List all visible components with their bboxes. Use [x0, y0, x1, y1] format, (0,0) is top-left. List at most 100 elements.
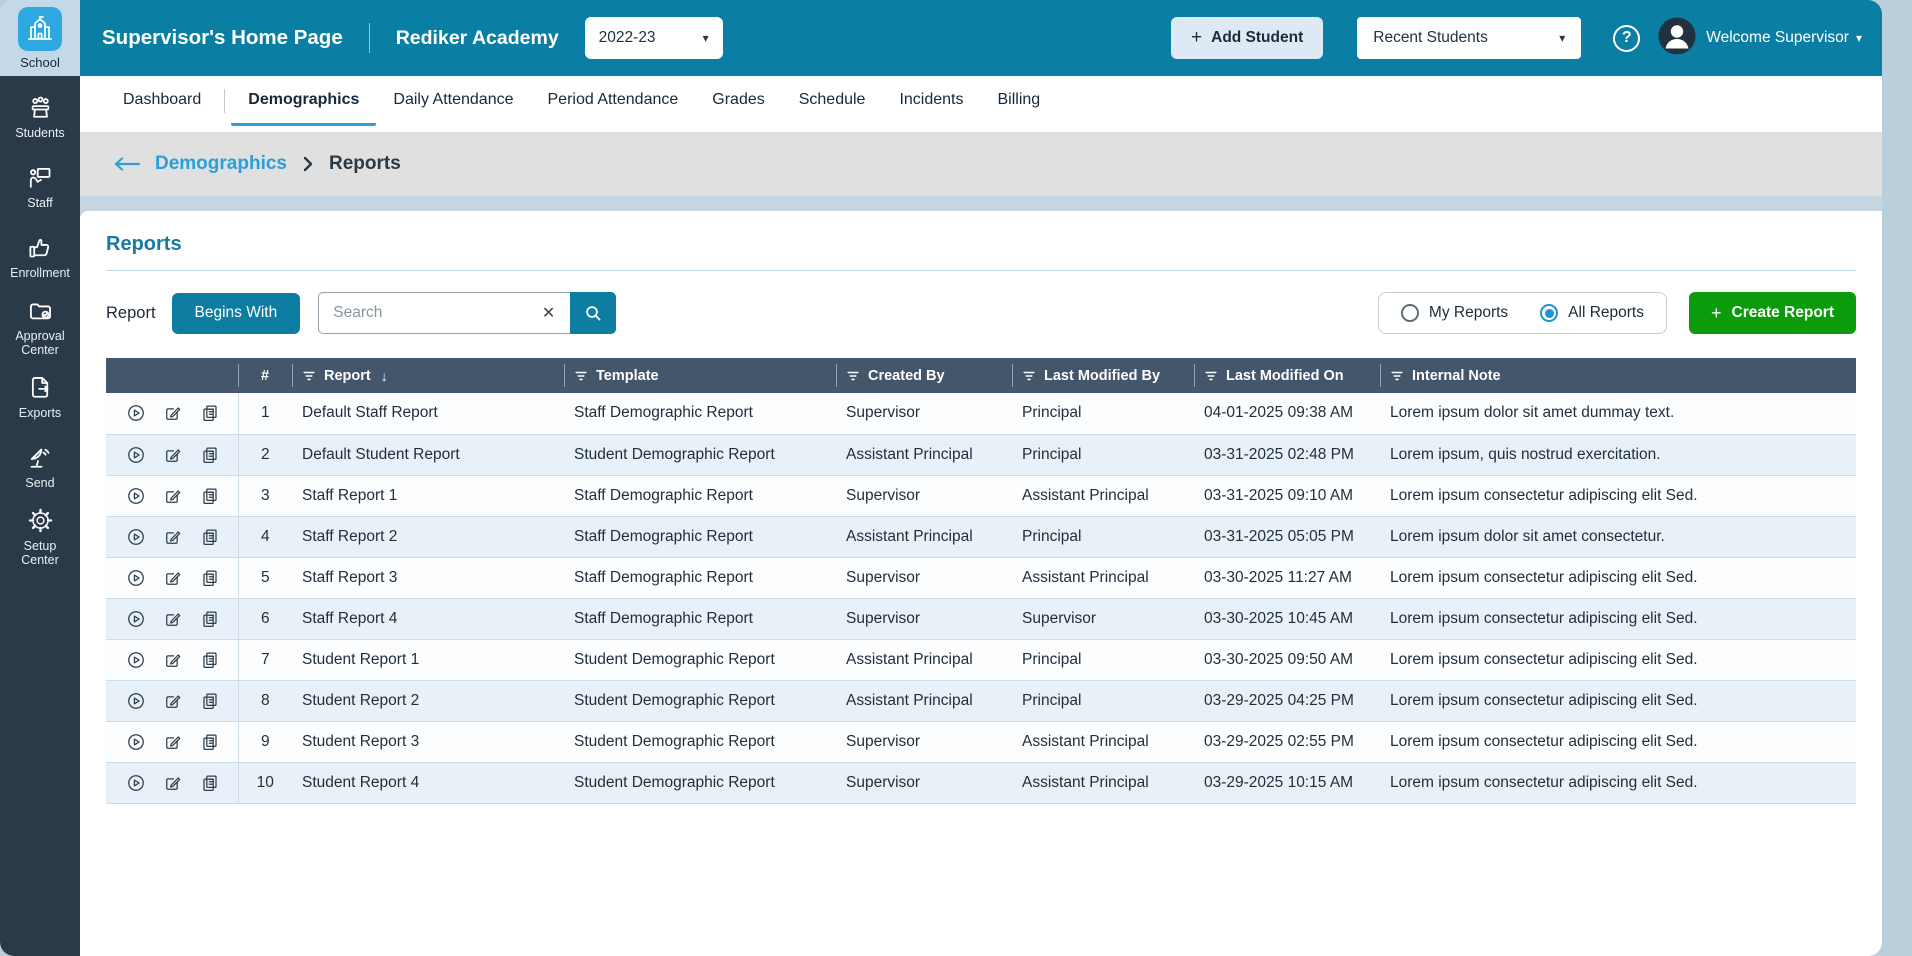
cell-template: Student Demographic Report — [564, 639, 836, 681]
table-row[interactable]: 2 Default Student Report Student Demogra… — [106, 434, 1856, 476]
search-icon — [585, 305, 601, 320]
filter-toolbar: Report Begins With ✕ My Reports — [106, 292, 1856, 334]
run-report-button[interactable] — [126, 773, 146, 793]
school-year-dropdown[interactable]: 2022-23 ▾ — [584, 17, 723, 59]
sidebar-item-students[interactable]: Students — [0, 82, 80, 152]
sidebar-item-approval-center[interactable]: Approval Center — [0, 292, 80, 362]
sidebar-item-school[interactable]: School — [0, 0, 80, 76]
copy-report-button[interactable] — [200, 568, 220, 588]
tab-incidents[interactable]: Incidents — [899, 90, 964, 108]
chevron-right-icon — [303, 156, 313, 172]
edit-report-button[interactable] — [163, 486, 183, 506]
tab-demographics[interactable]: Demographics — [231, 76, 377, 126]
create-report-label: Create Report — [1731, 304, 1835, 321]
back-arrow-icon — [114, 157, 141, 171]
edit-report-button[interactable] — [163, 691, 183, 711]
filter-operator-button[interactable]: Begins With — [171, 292, 301, 334]
radio-all-reports[interactable]: All Reports — [1540, 304, 1644, 322]
sidebar-item-enrollment[interactable]: Enrollment — [0, 222, 80, 292]
run-report-button[interactable] — [126, 527, 146, 547]
help-icon[interactable]: ? — [1613, 24, 1641, 52]
run-report-button[interactable] — [126, 486, 146, 506]
sidebar-item-exports[interactable]: Exports — [0, 362, 80, 432]
run-report-button[interactable] — [126, 568, 146, 588]
cell-internal-note: Lorem ipsum consectetur adipiscing elit … — [1380, 639, 1856, 681]
table-row[interactable]: 7 Student Report 1 Student Demographic R… — [106, 639, 1856, 681]
run-report-button[interactable] — [126, 403, 146, 423]
cell-report: Staff Report 1 — [292, 475, 564, 517]
copy-report-button[interactable] — [200, 691, 220, 711]
sidebar-item-setup-center[interactable]: Setup Center — [0, 502, 80, 572]
radio-my-reports[interactable]: My Reports — [1400, 304, 1508, 322]
column-header-last-modified-on[interactable]: Last Modified On — [1194, 358, 1380, 393]
copy-report-button[interactable] — [200, 732, 220, 752]
copy-report-button[interactable] — [200, 650, 220, 670]
run-report-button[interactable] — [126, 609, 146, 629]
cell-created-by: Assistant Principal — [836, 680, 1012, 722]
tab-schedule[interactable]: Schedule — [798, 90, 866, 108]
copy-report-button[interactable] — [200, 486, 220, 506]
edit-report-button[interactable] — [163, 403, 183, 423]
run-report-button[interactable] — [126, 732, 146, 752]
breadcrumb-parent: Demographics — [155, 153, 287, 174]
recent-students-dropdown[interactable]: Recent Students ▾ — [1357, 17, 1582, 59]
create-report-button[interactable]: + Create Report — [1688, 292, 1856, 334]
run-report-button[interactable] — [126, 691, 146, 711]
table-row[interactable]: 5 Staff Report 3 Staff Demographic Repor… — [106, 557, 1856, 599]
column-header-template[interactable]: Template — [564, 358, 836, 393]
search-button[interactable] — [570, 292, 617, 334]
tab-grades[interactable]: Grades — [712, 90, 765, 108]
column-header-last-modified-by[interactable]: Last Modified By — [1012, 358, 1194, 393]
search-input[interactable] — [318, 292, 571, 334]
edit-report-button[interactable] — [163, 527, 183, 547]
edit-report-button[interactable] — [163, 773, 183, 793]
table-row[interactable]: 4 Staff Report 2 Staff Demographic Repor… — [106, 516, 1856, 558]
tab-billing[interactable]: Billing — [997, 90, 1041, 108]
filter-icon — [1023, 371, 1035, 380]
table-row[interactable]: 10 Student Report 4 Student Demographic … — [106, 762, 1856, 804]
run-report-button[interactable] — [126, 445, 146, 465]
edit-report-button[interactable] — [163, 732, 183, 752]
edit-report-button[interactable] — [163, 445, 183, 465]
cell-template: Student Demographic Report — [564, 434, 836, 476]
edit-icon — [166, 448, 181, 462]
table-row[interactable]: 1 Default Staff Report Staff Demographic… — [106, 393, 1856, 435]
play-icon — [128, 774, 144, 791]
copy-report-button[interactable] — [200, 527, 220, 547]
column-header-num[interactable]: # — [238, 358, 292, 393]
copy-report-button[interactable] — [200, 609, 220, 629]
edit-report-button[interactable] — [163, 609, 183, 629]
add-student-button[interactable]: + Add Student — [1171, 17, 1324, 59]
column-header-report[interactable]: Report ↓ — [292, 358, 564, 393]
column-header-internal-note[interactable]: Internal Note — [1380, 358, 1856, 393]
module-tab-bar: Dashboard Demographics Daily Attendance … — [80, 76, 1882, 132]
cell-last-modified-on: 03-29-2025 10:15 AM — [1194, 762, 1380, 804]
run-report-button[interactable] — [126, 650, 146, 670]
table-row[interactable]: 3 Staff Report 1 Staff Demographic Repor… — [106, 475, 1856, 517]
avatar[interactable] — [1658, 17, 1696, 60]
edit-report-button[interactable] — [163, 650, 183, 670]
filter-icon — [847, 371, 859, 380]
copy-report-button[interactable] — [200, 445, 220, 465]
breadcrumb-back-link[interactable]: Demographics — [114, 153, 287, 175]
sidebar-item-label: School — [20, 54, 60, 70]
tab-daily-attendance[interactable]: Daily Attendance — [393, 90, 514, 108]
copy-report-button[interactable] — [200, 403, 220, 423]
user-menu[interactable]: Welcome Supervisor ▾ — [1706, 29, 1862, 47]
tab-period-attendance[interactable]: Period Attendance — [547, 90, 679, 108]
tab-dashboard[interactable]: Dashboard — [123, 90, 202, 108]
copy-report-button[interactable] — [200, 773, 220, 793]
table-row[interactable]: 6 Staff Report 4 Staff Demographic Repor… — [106, 598, 1856, 640]
column-header-created-by[interactable]: Created By — [836, 358, 1012, 393]
table-row[interactable]: 9 Student Report 3 Student Demographic R… — [106, 721, 1856, 763]
cell-last-modified-on: 03-31-2025 05:05 PM — [1194, 516, 1380, 558]
sidebar-item-send[interactable]: Send — [0, 432, 80, 502]
school-icon — [18, 6, 62, 51]
sidebar-item-staff[interactable]: Staff — [0, 152, 80, 222]
edit-report-button[interactable] — [163, 568, 183, 588]
chevron-down-icon: ▾ — [1559, 31, 1566, 45]
table-row[interactable]: 8 Student Report 2 Student Demographic R… — [106, 680, 1856, 722]
cell-last-modified-on: 03-30-2025 09:50 AM — [1194, 639, 1380, 681]
clear-search-icon[interactable]: ✕ — [536, 292, 561, 334]
cell-internal-note: Lorem ipsum dolor sit amet consectetur. — [1380, 516, 1856, 558]
